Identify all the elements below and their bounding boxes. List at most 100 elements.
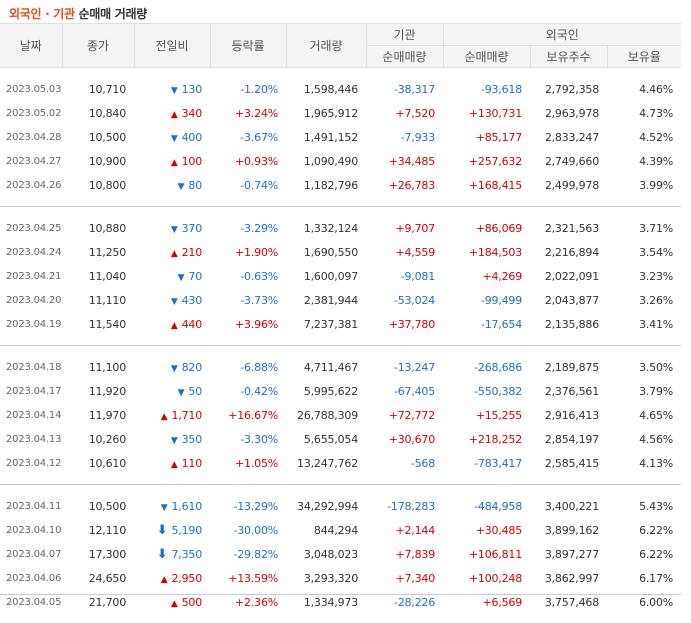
header-close: 종가 xyxy=(62,24,134,68)
cell-close: 10,840 xyxy=(62,101,134,125)
cell-close: 11,250 xyxy=(62,240,134,264)
cell-rate: -3.67% xyxy=(210,125,286,149)
cell-foreign-net: +15,255 xyxy=(443,403,530,427)
cell-change: ▲110 xyxy=(134,451,210,475)
cell-inst-net: +7,839 xyxy=(366,542,443,566)
cell-close: 10,900 xyxy=(62,149,134,173)
header-volume: 거래량 xyxy=(286,24,366,68)
cell-close: 17,300 xyxy=(62,542,134,566)
cell-close: 11,970 xyxy=(62,403,134,427)
cell-change: ▼820 xyxy=(134,355,210,379)
cell-rate: -3.30% xyxy=(210,427,286,451)
cell-close: 11,540 xyxy=(62,312,134,336)
cell-foreign-ratio: 3.50% xyxy=(607,355,681,379)
triangle-up-icon: ▲ xyxy=(171,460,178,470)
change-value: 80 xyxy=(188,179,202,192)
cell-foreign-hold: 2,499,978 xyxy=(530,173,607,197)
group-spacer xyxy=(0,346,681,355)
title-rest: 순매매 거래량 xyxy=(79,7,147,21)
cell-foreign-ratio: 4.13% xyxy=(607,451,681,475)
triangle-up-icon: ▲ xyxy=(161,575,168,585)
cell-close: 11,100 xyxy=(62,355,134,379)
group-spacer xyxy=(0,614,681,623)
triangle-down-icon: ▼ xyxy=(171,364,178,374)
cell-foreign-hold: 3,862,997 xyxy=(530,566,607,590)
cell-date: 2023.04.07 xyxy=(0,542,62,566)
cell-inst-net: +7,520 xyxy=(366,101,443,125)
spacer-cell xyxy=(0,346,681,355)
arrow-down-icon: ⬇ xyxy=(157,523,168,538)
cell-foreign-hold: 2,916,413 xyxy=(530,403,607,427)
cell-foreign-net: +85,177 xyxy=(443,125,530,149)
cell-date: 2023.04.13 xyxy=(0,427,62,451)
cell-rate: +16.67% xyxy=(210,403,286,427)
cell-foreign-net: -484,958 xyxy=(443,494,530,518)
change-value: 440 xyxy=(182,318,202,331)
cell-rate: -0.63% xyxy=(210,264,286,288)
cell-date: 2023.04.24 xyxy=(0,240,62,264)
cell-close: 11,110 xyxy=(62,288,134,312)
cell-rate: -1.20% xyxy=(210,77,286,101)
cell-volume: 1,090,490 xyxy=(286,149,366,173)
cell-foreign-hold: 2,135,886 xyxy=(530,312,607,336)
cell-close: 12,110 xyxy=(62,518,134,542)
cell-foreign-ratio: 4.52% xyxy=(607,125,681,149)
cell-inst-net: -9,081 xyxy=(366,264,443,288)
change-value: 100 xyxy=(182,155,202,168)
cell-foreign-net: +106,811 xyxy=(443,542,530,566)
cell-volume: 5,995,622 xyxy=(286,379,366,403)
cell-change: ▼130 xyxy=(134,77,210,101)
cell-foreign-ratio: 4.56% xyxy=(607,427,681,451)
header-foreign-ratio: 보유율 xyxy=(607,46,681,68)
group-spacer xyxy=(0,68,681,78)
cell-change: ▲440 xyxy=(134,312,210,336)
cell-close: 10,800 xyxy=(62,173,134,197)
cell-rate: -3.73% xyxy=(210,288,286,312)
cell-volume: 26,788,309 xyxy=(286,403,366,427)
cell-foreign-hold: 2,585,415 xyxy=(530,451,607,475)
cell-volume: 34,292,994 xyxy=(286,494,366,518)
cell-date: 2023.04.21 xyxy=(0,264,62,288)
cell-volume: 1,332,124 xyxy=(286,216,366,240)
trading-table: 날짜 종가 전일비 등락률 거래량 기관 외국인 순매매량 순매매량 보유주수 … xyxy=(0,23,681,623)
cell-rate: -0.74% xyxy=(210,173,286,197)
cell-date: 2023.04.27 xyxy=(0,149,62,173)
cell-change: ▼370 xyxy=(134,216,210,240)
cell-date: 2023.04.17 xyxy=(0,379,62,403)
cell-foreign-ratio: 4.65% xyxy=(607,403,681,427)
header-rate: 등락률 xyxy=(210,24,286,68)
cell-rate: -3.29% xyxy=(210,216,286,240)
cell-close: 10,500 xyxy=(62,494,134,518)
cell-foreign-ratio: 4.73% xyxy=(607,101,681,125)
triangle-down-icon: ▼ xyxy=(161,503,168,513)
cell-close: 10,880 xyxy=(62,216,134,240)
triangle-up-icon: ▲ xyxy=(171,249,178,259)
cell-inst-net: +34,485 xyxy=(366,149,443,173)
group-spacer xyxy=(0,336,681,346)
cell-inst-net: +2,144 xyxy=(366,518,443,542)
cell-volume: 13,247,762 xyxy=(286,451,366,475)
cell-foreign-net: +168,415 xyxy=(443,173,530,197)
cell-foreign-hold: 3,400,221 xyxy=(530,494,607,518)
header-date: 날짜 xyxy=(0,24,62,68)
cell-close: 24,650 xyxy=(62,566,134,590)
cell-foreign-ratio: 4.46% xyxy=(607,77,681,101)
header-foreign-group: 외국인 xyxy=(443,24,681,46)
group-spacer xyxy=(0,207,681,216)
cell-foreign-net: -550,382 xyxy=(443,379,530,403)
change-value: 2,950 xyxy=(172,572,203,585)
cell-rate: -0.42% xyxy=(210,379,286,403)
cell-inst-net: -568 xyxy=(366,451,443,475)
change-value: 5,190 xyxy=(172,524,203,537)
change-value: 370 xyxy=(182,222,202,235)
